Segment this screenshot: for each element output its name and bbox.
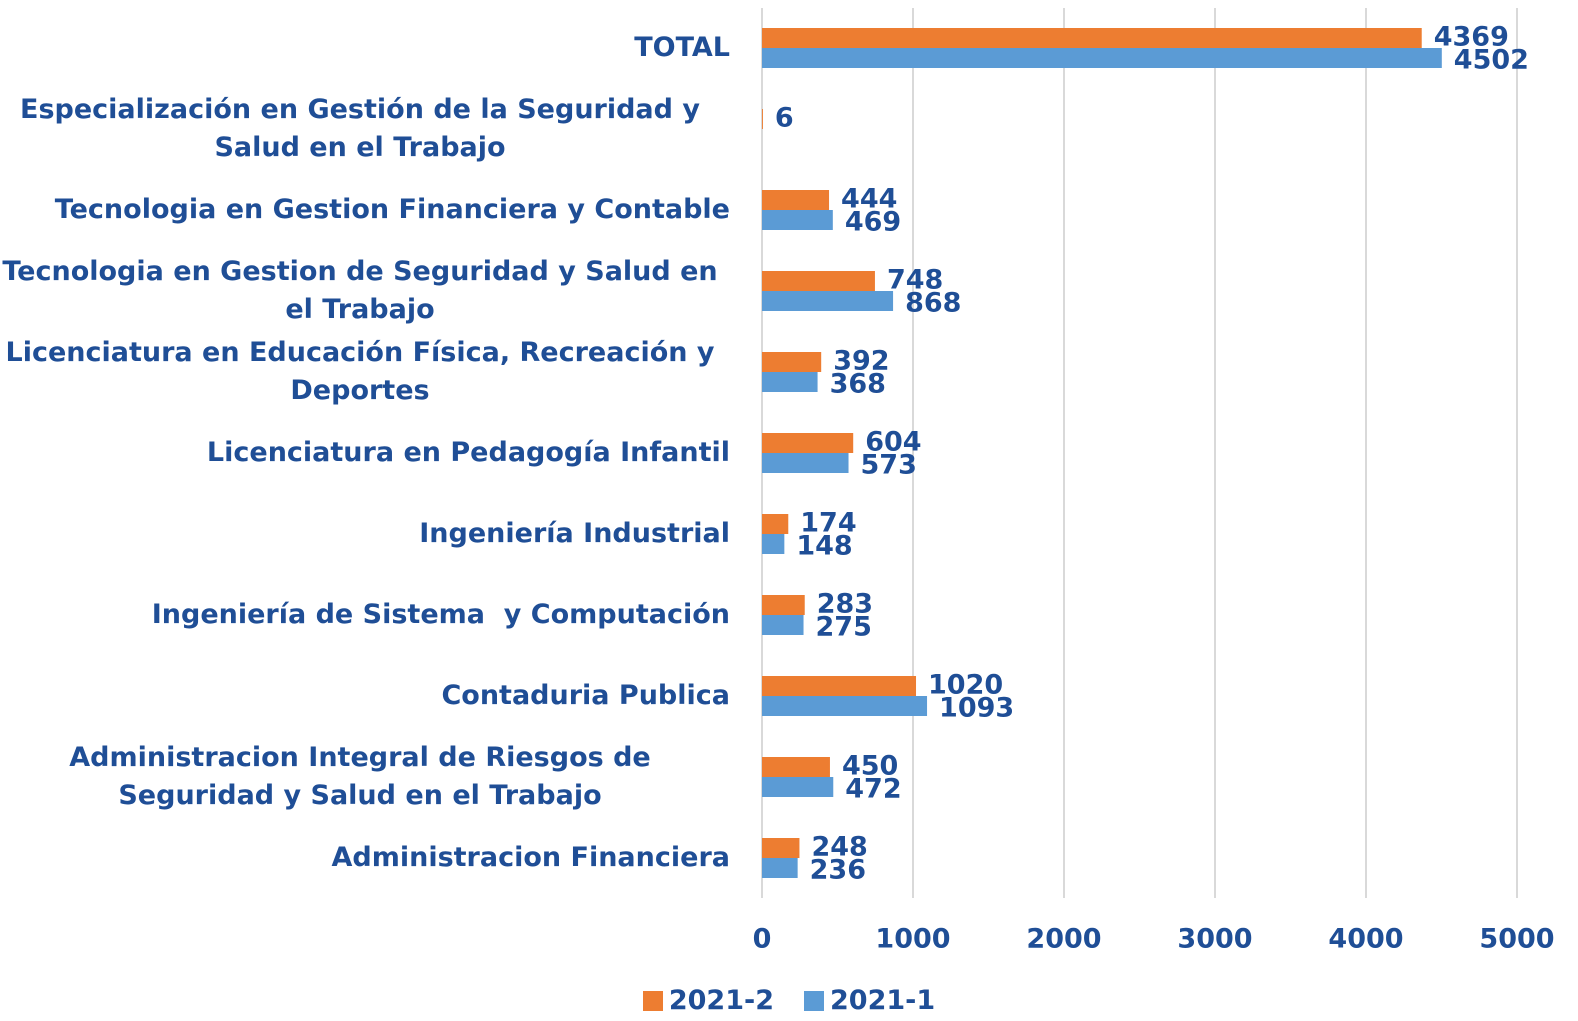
- data-label: 368: [830, 369, 886, 400]
- legend-label: 2021-1: [830, 985, 936, 1016]
- bar: [762, 858, 798, 878]
- category-label-box: Ingeniería Industrial: [0, 494, 730, 574]
- category-label: Especialización en Gestión de la Segurid…: [20, 94, 710, 163]
- bar: [762, 271, 875, 291]
- bar: [762, 433, 854, 453]
- category-label: TOTAL: [634, 32, 730, 63]
- legend-item: 2021-2: [642, 985, 774, 1016]
- x-tick-label: 2000: [1026, 924, 1101, 955]
- bar: [762, 210, 833, 230]
- bar: [762, 534, 785, 554]
- x-tick-label: 3000: [1177, 924, 1252, 955]
- data-label: 283: [817, 589, 873, 620]
- legend-swatch: [642, 990, 663, 1011]
- data-label: 1020: [928, 670, 1003, 701]
- category-label-box: Administracion Integral de Riesgos de Se…: [0, 737, 730, 817]
- data-label: 248: [811, 832, 867, 863]
- data-label: 604: [865, 427, 921, 458]
- category-label-box: Licenciatura en Educación Física, Recrea…: [0, 332, 730, 412]
- category-label-box: Contaduria Publica: [0, 656, 730, 736]
- category-label: Administracion Integral de Riesgos de Se…: [69, 742, 661, 811]
- category-label: Ingeniería Industrial: [419, 518, 730, 549]
- bar: [762, 28, 1422, 48]
- category-label: Tecnologia en Gestion Financiera y Conta…: [54, 194, 730, 225]
- bar: [762, 676, 917, 696]
- data-label: 392: [833, 346, 889, 377]
- data-label: 174: [800, 508, 856, 539]
- bar: [762, 372, 818, 392]
- data-label: 4369: [1434, 22, 1509, 53]
- data-label: 236: [810, 855, 866, 886]
- bar: [762, 757, 830, 777]
- x-tick-label: 0: [753, 924, 772, 955]
- bar: [762, 595, 805, 615]
- category-label: Licenciatura en Educación Física, Recrea…: [5, 337, 724, 406]
- data-label: 148: [796, 531, 852, 562]
- category-label-box: Tecnologia en Gestion Financiera y Conta…: [0, 170, 730, 250]
- data-label: 472: [845, 774, 901, 805]
- bar: [762, 615, 804, 635]
- x-tick-label: 5000: [1479, 924, 1554, 955]
- data-label: 275: [816, 612, 872, 643]
- data-label: 4502: [1454, 45, 1529, 76]
- legend-label: 2021-2: [668, 985, 774, 1016]
- x-tick-label: 1000: [875, 924, 950, 955]
- bar: [762, 291, 894, 311]
- x-tick-label: 4000: [1328, 924, 1403, 955]
- category-label-box: TOTAL: [0, 8, 730, 88]
- category-label-box: Ingeniería de Sistema y Computación: [0, 575, 730, 655]
- bar: [762, 352, 822, 372]
- data-label: 868: [905, 288, 961, 319]
- legend-item: 2021-1: [804, 985, 935, 1016]
- data-label: 1093: [939, 693, 1014, 724]
- category-label: Ingeniería de Sistema y Computación: [151, 599, 730, 630]
- bar: [762, 48, 1442, 68]
- category-label-box: Especialización en Gestión de la Segurid…: [0, 89, 730, 169]
- bar: [762, 190, 830, 210]
- legend-swatch: [804, 990, 824, 1011]
- bar: [762, 109, 763, 129]
- legend: 2021-2 2021-1: [0, 985, 1578, 1016]
- bar: [762, 696, 928, 716]
- data-label: 444: [841, 184, 897, 215]
- category-label-box: Licenciatura en Pedagogía Infantil: [0, 413, 730, 493]
- data-label: 748: [887, 265, 943, 296]
- bar: [762, 777, 834, 797]
- data-label: 450: [842, 751, 898, 782]
- category-label-box: Tecnologia en Gestion de Seguridad y Sal…: [0, 251, 730, 331]
- category-label: Administracion Financiera: [331, 842, 730, 873]
- bar: [762, 514, 789, 534]
- bar: [762, 453, 849, 473]
- data-label: 469: [845, 207, 901, 238]
- data-label: 573: [861, 450, 917, 481]
- category-label-box: Administracion Financiera: [0, 818, 730, 898]
- bar: [762, 838, 800, 858]
- category-label: Tecnologia en Gestion de Seguridad y Sal…: [2, 256, 728, 325]
- category-label: Licenciatura en Pedagogía Infantil: [206, 437, 730, 468]
- category-label: Contaduria Publica: [441, 680, 730, 711]
- data-label: 6: [775, 103, 794, 134]
